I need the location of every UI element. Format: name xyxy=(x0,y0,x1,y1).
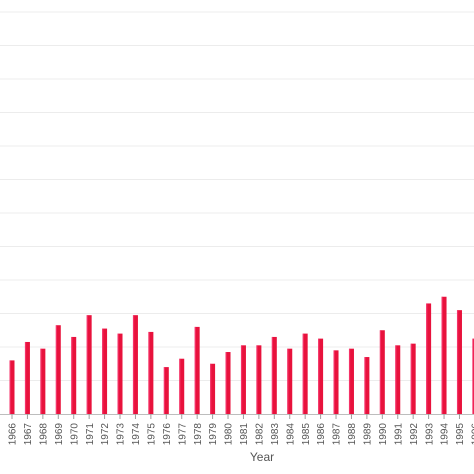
bar-highlight xyxy=(117,333,119,414)
bar xyxy=(210,363,216,414)
bar-highlight xyxy=(132,315,135,414)
x-tick-label: 1977 xyxy=(177,423,188,446)
bar xyxy=(86,315,92,414)
bar xyxy=(71,336,77,414)
x-tick-label: 1993 xyxy=(424,423,435,446)
bar-highlight xyxy=(472,338,474,414)
bar-highlight xyxy=(179,358,181,414)
bar-highlight xyxy=(55,325,57,414)
x-tick-label: 1980 xyxy=(224,423,235,446)
x-tick-label: 1978 xyxy=(193,423,204,446)
bar-highlight xyxy=(240,345,243,414)
bar-highlight xyxy=(364,357,366,414)
bar xyxy=(426,303,432,414)
bar xyxy=(364,357,370,414)
bar-highlight xyxy=(287,348,289,414)
bar xyxy=(395,345,401,414)
bar xyxy=(225,352,231,414)
bar xyxy=(333,350,339,414)
bar-highlight xyxy=(194,326,196,414)
bar xyxy=(102,328,108,414)
x-tick-labels: 1966 1967 1968 1969 1970 1971 1972 1973 1974 1975… xyxy=(8,423,474,446)
x-tick-label: 1983 xyxy=(270,423,281,446)
bar xyxy=(318,338,324,414)
bar xyxy=(55,325,61,414)
x-tick-label: 1974 xyxy=(131,423,142,446)
x-tick-label: 1981 xyxy=(239,423,250,446)
bar-highlight xyxy=(333,350,335,414)
bar xyxy=(287,348,293,414)
bar-highlight xyxy=(9,360,11,414)
x-tick-label: 1994 xyxy=(440,423,451,446)
bar xyxy=(117,333,123,414)
bar xyxy=(410,343,416,414)
x-tick-label: 1995 xyxy=(455,423,466,446)
x-tick-label: 1989 xyxy=(363,423,374,446)
bar xyxy=(163,367,169,414)
bar-highlight xyxy=(163,367,165,414)
x-tick-label: 1979 xyxy=(208,423,219,446)
x-tick-label: 1976 xyxy=(162,423,173,446)
bar xyxy=(348,348,354,414)
bar xyxy=(132,315,138,414)
bar xyxy=(256,345,262,414)
bar-highlight xyxy=(225,352,227,414)
bar xyxy=(194,326,200,414)
x-tick-label: 1992 xyxy=(409,423,420,446)
bar xyxy=(441,296,447,414)
bar-highlight xyxy=(40,348,42,414)
x-tick-label: 1966 xyxy=(8,423,19,446)
bar-highlight xyxy=(395,345,397,414)
x-tick-label: 1971 xyxy=(85,423,96,446)
bar-highlight xyxy=(318,338,320,414)
bar-highlight xyxy=(86,315,88,414)
x-tick-label: 1985 xyxy=(301,423,312,446)
bar xyxy=(302,333,308,414)
bar-highlight xyxy=(271,336,274,414)
x-tick-label: 1990 xyxy=(378,423,389,446)
bar-highlight xyxy=(410,343,412,414)
bar-highlight xyxy=(256,345,258,414)
bar-highlight xyxy=(210,363,212,414)
bar xyxy=(9,360,15,414)
x-tick-label: 1986 xyxy=(316,423,327,446)
x-tick-label: 1968 xyxy=(39,423,50,446)
x-axis-title: Year xyxy=(250,450,274,464)
x-tick-label: 1982 xyxy=(255,423,266,446)
bar xyxy=(24,341,30,414)
bars xyxy=(9,296,474,414)
bar xyxy=(148,331,154,414)
bar-highlight xyxy=(426,303,428,414)
bar-highlight xyxy=(71,336,73,414)
x-tick-label: 1987 xyxy=(332,423,343,446)
grid-lines xyxy=(0,11,474,381)
x-tick-label: 1970 xyxy=(69,423,80,446)
x-tick-label: 1988 xyxy=(347,423,358,446)
bar-highlight xyxy=(348,348,351,414)
x-tick-label: 1975 xyxy=(147,423,158,446)
bar xyxy=(456,310,462,414)
bar xyxy=(271,336,277,414)
x-ticks xyxy=(11,414,460,419)
bar-highlight xyxy=(379,330,382,414)
x-tick-label: 1991 xyxy=(393,423,404,446)
bar-highlight xyxy=(24,341,27,414)
bar xyxy=(40,348,46,414)
bar xyxy=(379,330,385,414)
x-tick-label: 1972 xyxy=(100,423,111,446)
bar-highlight xyxy=(456,310,459,414)
bar-highlight xyxy=(102,328,104,414)
x-tick-label: 1996 xyxy=(471,423,474,446)
x-tick-label: 1969 xyxy=(54,423,65,446)
x-tick-label: 1984 xyxy=(285,423,296,446)
bar-highlight xyxy=(148,331,150,414)
x-tick-label: 1973 xyxy=(116,423,127,446)
bar xyxy=(179,358,185,414)
bar-highlight xyxy=(441,296,443,414)
bar xyxy=(240,345,246,414)
bar-highlight xyxy=(302,333,304,414)
x-tick-label: 1967 xyxy=(23,423,34,446)
